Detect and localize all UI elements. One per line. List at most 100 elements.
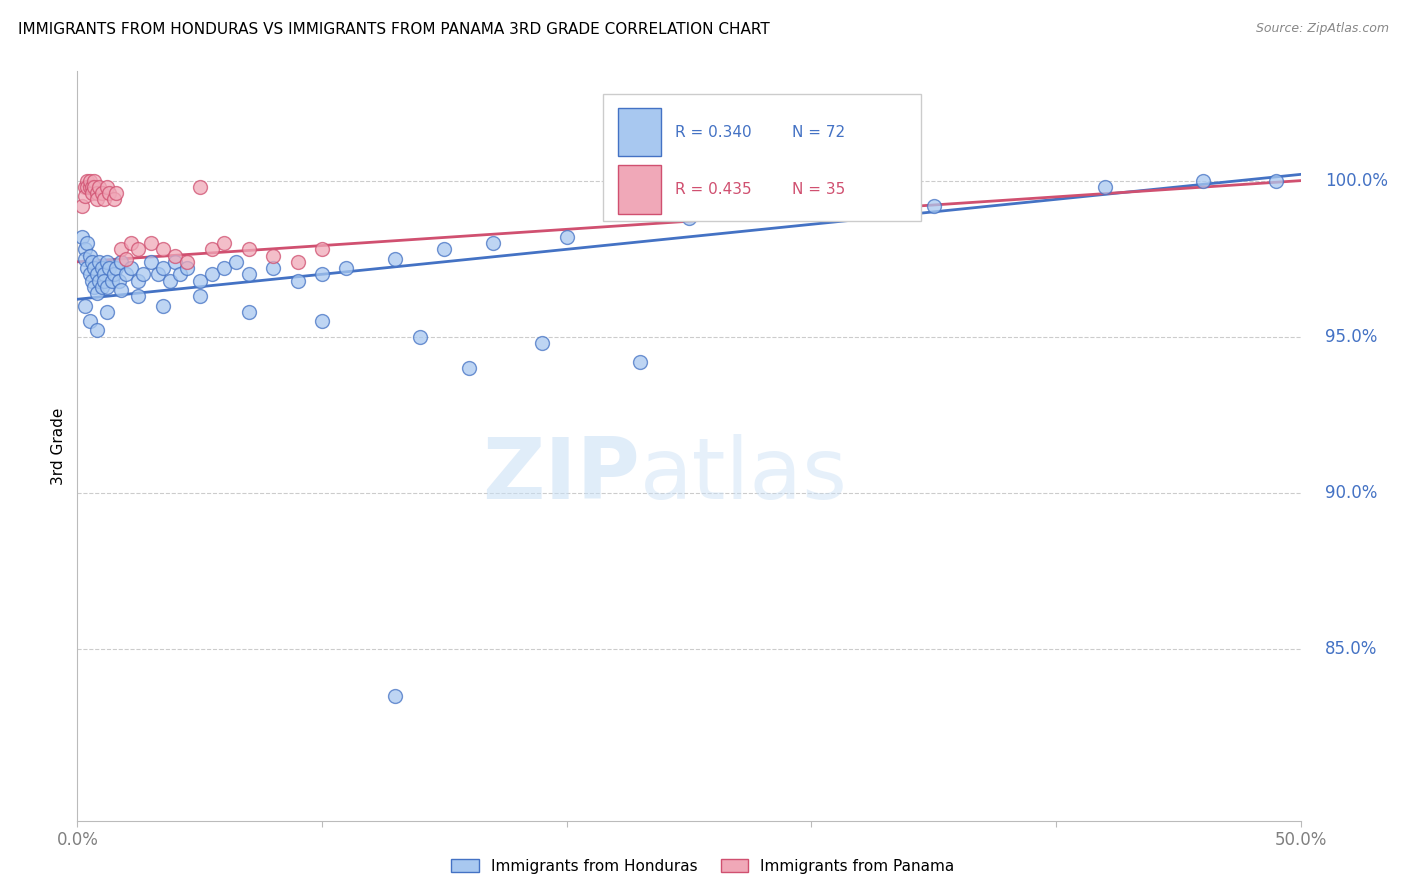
Point bbox=[83, 179, 105, 194]
Point bbox=[89, 179, 111, 194]
Point bbox=[115, 252, 138, 266]
Point bbox=[152, 242, 174, 256]
Point bbox=[238, 268, 260, 282]
Point bbox=[70, 229, 93, 244]
Point bbox=[409, 330, 432, 344]
Text: 100.0%: 100.0% bbox=[1324, 171, 1388, 190]
Text: IMMIGRANTS FROM HONDURAS VS IMMIGRANTS FROM PANAMA 3RD GRADE CORRELATION CHART: IMMIGRANTS FROM HONDURAS VS IMMIGRANTS F… bbox=[18, 22, 770, 37]
Point bbox=[384, 689, 406, 703]
Text: 90.0%: 90.0% bbox=[1324, 483, 1378, 502]
Point bbox=[127, 289, 149, 303]
Point bbox=[212, 260, 235, 275]
Point bbox=[287, 254, 309, 268]
Point bbox=[262, 248, 284, 262]
Point bbox=[169, 268, 191, 282]
Point bbox=[262, 260, 284, 275]
Point bbox=[311, 242, 333, 256]
Point bbox=[100, 273, 122, 287]
Point bbox=[139, 254, 162, 268]
Point bbox=[90, 279, 112, 293]
Legend: Immigrants from Honduras, Immigrants from Panama: Immigrants from Honduras, Immigrants fro… bbox=[446, 853, 960, 880]
Point bbox=[110, 283, 132, 297]
Point bbox=[176, 254, 198, 268]
Text: 95.0%: 95.0% bbox=[1324, 327, 1378, 346]
Text: N = 35: N = 35 bbox=[792, 182, 845, 197]
Point bbox=[70, 198, 93, 212]
Point bbox=[108, 273, 131, 287]
Point bbox=[127, 273, 149, 287]
FancyBboxPatch shape bbox=[619, 108, 661, 156]
Point bbox=[457, 360, 479, 375]
FancyBboxPatch shape bbox=[619, 165, 661, 214]
Point bbox=[89, 254, 111, 268]
Point bbox=[678, 211, 700, 225]
Point bbox=[201, 242, 224, 256]
Point bbox=[800, 204, 823, 219]
Point bbox=[90, 186, 112, 200]
Y-axis label: 3rd Grade: 3rd Grade bbox=[51, 408, 66, 484]
Point bbox=[105, 186, 128, 200]
Point bbox=[96, 304, 118, 318]
Text: ZIP: ZIP bbox=[482, 434, 640, 517]
Point bbox=[76, 179, 98, 194]
Point bbox=[922, 198, 945, 212]
Point bbox=[98, 186, 121, 200]
Point bbox=[73, 242, 96, 256]
Point bbox=[79, 248, 101, 262]
Point bbox=[103, 192, 125, 206]
Point bbox=[225, 254, 247, 268]
Point bbox=[73, 252, 96, 266]
Point bbox=[555, 229, 578, 244]
Point bbox=[80, 179, 103, 194]
Point bbox=[110, 242, 132, 256]
Point bbox=[120, 260, 142, 275]
Point bbox=[103, 268, 125, 282]
Point bbox=[201, 268, 224, 282]
Point bbox=[86, 268, 108, 282]
Point bbox=[1094, 179, 1116, 194]
Point bbox=[93, 192, 115, 206]
Point bbox=[188, 289, 211, 303]
Point bbox=[89, 273, 111, 287]
Point bbox=[83, 260, 105, 275]
Point bbox=[86, 285, 108, 300]
Point bbox=[238, 304, 260, 318]
Point bbox=[79, 179, 101, 194]
Point bbox=[73, 179, 96, 194]
Point bbox=[188, 179, 211, 194]
Point bbox=[93, 273, 115, 287]
Point bbox=[80, 254, 103, 268]
Point bbox=[311, 268, 333, 282]
Point bbox=[110, 254, 132, 268]
Point bbox=[105, 260, 128, 275]
Point bbox=[83, 173, 105, 187]
Text: atlas: atlas bbox=[640, 434, 848, 517]
Point bbox=[79, 314, 101, 328]
Point bbox=[86, 323, 108, 337]
Point bbox=[212, 235, 235, 250]
FancyBboxPatch shape bbox=[603, 94, 921, 221]
Point bbox=[76, 235, 98, 250]
Point bbox=[127, 242, 149, 256]
Point bbox=[79, 173, 101, 187]
Point bbox=[287, 273, 309, 287]
Point bbox=[311, 314, 333, 328]
Point bbox=[139, 235, 162, 250]
Point bbox=[159, 273, 181, 287]
Point bbox=[335, 260, 357, 275]
Point bbox=[115, 268, 138, 282]
Text: R = 0.435: R = 0.435 bbox=[675, 182, 752, 197]
Point bbox=[79, 268, 101, 282]
Point bbox=[80, 186, 103, 200]
Point bbox=[96, 179, 118, 194]
Point bbox=[132, 268, 155, 282]
Point bbox=[1265, 173, 1288, 187]
Text: N = 72: N = 72 bbox=[792, 125, 845, 139]
Point bbox=[165, 254, 187, 268]
Text: 85.0%: 85.0% bbox=[1324, 640, 1378, 658]
Point bbox=[83, 279, 105, 293]
Point bbox=[165, 248, 187, 262]
Point bbox=[90, 260, 112, 275]
Point bbox=[96, 279, 118, 293]
Point bbox=[238, 242, 260, 256]
